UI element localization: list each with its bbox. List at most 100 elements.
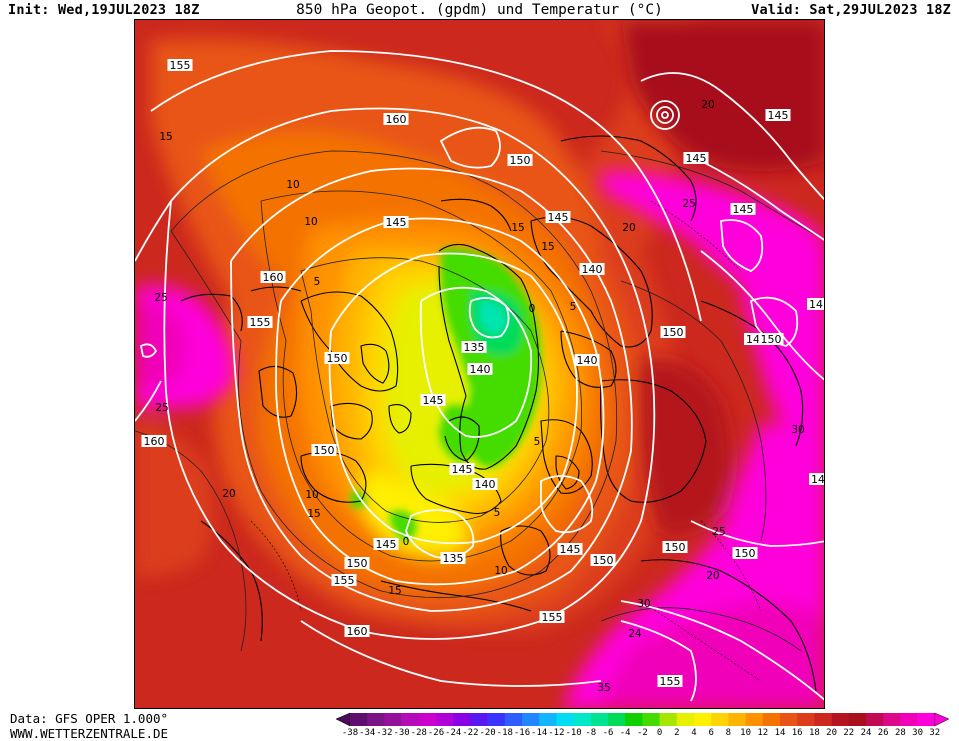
legend-swatch bbox=[814, 713, 832, 726]
legend-tick-label: -6 bbox=[602, 728, 614, 738]
contour-label-box bbox=[660, 326, 686, 338]
legend-swatch bbox=[659, 713, 678, 726]
contour-label-box bbox=[449, 463, 475, 475]
isotherm-label: 5 bbox=[314, 276, 321, 288]
legend-swatch bbox=[642, 713, 660, 726]
isotherm-label: 20 bbox=[222, 488, 235, 500]
contour-label-box bbox=[383, 113, 409, 125]
contour-label: 150 bbox=[314, 444, 335, 457]
legend-swatch bbox=[676, 713, 695, 726]
isotherm-label: 15 bbox=[541, 241, 554, 253]
contour-label-box bbox=[344, 625, 370, 637]
contour-labels: 1551601501451451451451451401601551501414… bbox=[141, 59, 825, 688]
contour-label: 145 bbox=[423, 394, 444, 407]
legend-swatch bbox=[367, 713, 385, 726]
isotherm-label: 0 bbox=[529, 303, 536, 315]
contour-label: 150 bbox=[761, 333, 782, 346]
legend-max-arrow bbox=[934, 712, 950, 727]
legend-swatch bbox=[401, 713, 420, 726]
contour-label: 145 bbox=[548, 211, 569, 224]
contour-label-box bbox=[260, 271, 286, 283]
contour-label: 145 bbox=[452, 463, 473, 476]
contour-label-box bbox=[461, 341, 487, 353]
contour-label-box bbox=[545, 211, 571, 223]
legend-tick-label: 26 bbox=[877, 728, 889, 738]
coastlines bbox=[180, 135, 817, 692]
contour-label-box bbox=[167, 59, 193, 71]
legend-tick-label: -2 bbox=[636, 728, 648, 738]
contour-label: 150 bbox=[735, 547, 756, 560]
contour-label-box bbox=[344, 557, 370, 569]
contour-label-box bbox=[373, 538, 399, 550]
legend-bar bbox=[335, 712, 950, 727]
map-canvas: 1551601501451451451451451401601551501414… bbox=[135, 20, 825, 708]
contour-label-box bbox=[807, 298, 824, 310]
contour-label-box bbox=[440, 552, 466, 564]
contour-label: 145 bbox=[376, 538, 397, 551]
legend-swatch bbox=[762, 713, 781, 726]
legend-tick-label: -14 bbox=[531, 728, 548, 738]
legend-tick-label: -22 bbox=[462, 728, 479, 738]
contour-label: 160 bbox=[347, 625, 368, 638]
legend-tick-label: 20 bbox=[826, 728, 838, 738]
contour-label: 140 bbox=[577, 354, 598, 367]
contour-label: 155 bbox=[334, 574, 355, 587]
contour-label-box bbox=[557, 543, 583, 555]
contour-label-box bbox=[758, 333, 784, 345]
isotherm-label: 10 bbox=[305, 489, 318, 501]
contour-label: 155 bbox=[660, 675, 681, 688]
isotherm-label: 30 bbox=[791, 424, 804, 436]
legend-swatch bbox=[866, 713, 884, 726]
legend-swatch bbox=[728, 713, 746, 726]
legend-tick-label: 14 bbox=[774, 728, 786, 738]
contour-label-box bbox=[420, 394, 446, 406]
legend-tick-label: 18 bbox=[808, 728, 820, 738]
legend-swatch bbox=[625, 713, 643, 726]
legend-swatch bbox=[848, 713, 867, 726]
temperature-field bbox=[135, 20, 824, 708]
contour-label: 155 bbox=[542, 611, 563, 624]
contour-label-box bbox=[579, 263, 605, 275]
contour-label-box bbox=[657, 675, 683, 687]
isotherm-label: 35 bbox=[597, 682, 610, 694]
isotherm-label: 15 bbox=[159, 131, 172, 143]
legend-swatch bbox=[590, 713, 609, 726]
contour-label-box bbox=[324, 352, 350, 364]
isotherms bbox=[135, 150, 824, 652]
legend-swatch bbox=[831, 713, 850, 726]
legend-tick-label: 22 bbox=[843, 728, 855, 738]
contour-label-box bbox=[467, 363, 493, 375]
init-time: Init: Wed,19JUL2023 18Z bbox=[8, 2, 200, 18]
isotherm-label: 20 bbox=[706, 570, 719, 582]
contour-label: 14 bbox=[811, 473, 825, 486]
contour-label: 160 bbox=[386, 113, 407, 126]
legend-swatch bbox=[556, 713, 574, 726]
isotherm-label: 0 bbox=[403, 536, 410, 548]
contour-label: 140 bbox=[470, 363, 491, 376]
legend-tick-label: -18 bbox=[496, 728, 513, 738]
contour-label: 135 bbox=[443, 552, 464, 565]
contour-label: 145 bbox=[768, 109, 789, 122]
isotherm-label: 25 bbox=[154, 292, 167, 304]
contour-label: 150 bbox=[593, 554, 614, 567]
legend-swatch bbox=[883, 713, 901, 726]
data-source: Data: GFS OPER 1.000° bbox=[10, 711, 169, 726]
legend-swatch bbox=[453, 713, 471, 726]
legend-swatch bbox=[573, 713, 592, 726]
contour-label-box bbox=[539, 611, 565, 623]
contour-label: 135 bbox=[464, 341, 485, 354]
legend-tick-label: 12 bbox=[757, 728, 769, 738]
contour-label: 140 bbox=[475, 478, 496, 491]
contour-label-box bbox=[732, 547, 758, 559]
contour-label: 150 bbox=[510, 154, 531, 167]
legend-swatch bbox=[797, 713, 815, 726]
legend-min-arrow bbox=[335, 712, 351, 727]
contour-label: 150 bbox=[327, 352, 348, 365]
contour-label-box bbox=[809, 473, 824, 485]
legend-swatch bbox=[436, 713, 454, 726]
legend-swatch bbox=[522, 713, 540, 726]
isotherm-label: 5 bbox=[570, 301, 577, 313]
contour-label: 145 bbox=[386, 216, 407, 229]
legend-tick-label: 0 bbox=[656, 728, 663, 738]
